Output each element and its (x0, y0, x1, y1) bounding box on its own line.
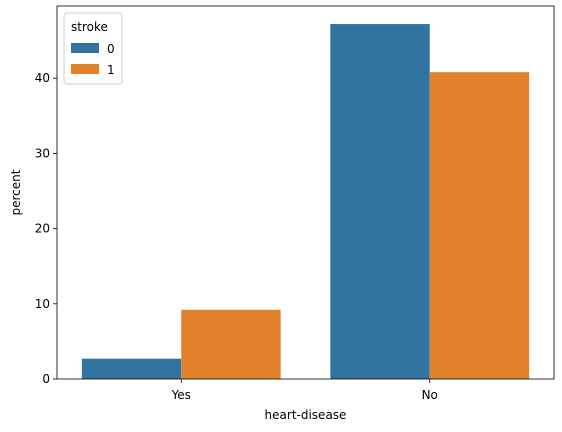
legend-items: 01 (71, 42, 115, 77)
bar-yes-series-1 (181, 309, 281, 379)
x-tick-label: No (422, 388, 438, 402)
y-axis-label: percent (9, 169, 23, 215)
y-tick-label: 0 (42, 372, 50, 386)
x-axis-label: heart-disease (265, 408, 347, 422)
x-tick-label: Yes (171, 388, 191, 402)
legend-swatch-1 (71, 64, 99, 74)
legend-swatch-0 (71, 43, 99, 53)
y-tick-label: 30 (35, 146, 50, 160)
legend-title: stroke (71, 20, 108, 34)
bar-no-series-1 (429, 72, 530, 380)
axes-frame (56, 5, 555, 380)
y-tick-label: 40 (35, 71, 50, 85)
legend: stroke 01 (63, 12, 123, 85)
y-tick-label: 20 (35, 222, 50, 236)
bars-layer (81, 24, 530, 380)
y-tick-label: 10 (35, 297, 50, 311)
bar-no-series-0 (330, 24, 430, 380)
legend-label-1: 1 (107, 63, 115, 77)
bar-yes-series-0 (81, 358, 182, 379)
legend-label-0: 0 (107, 42, 115, 56)
